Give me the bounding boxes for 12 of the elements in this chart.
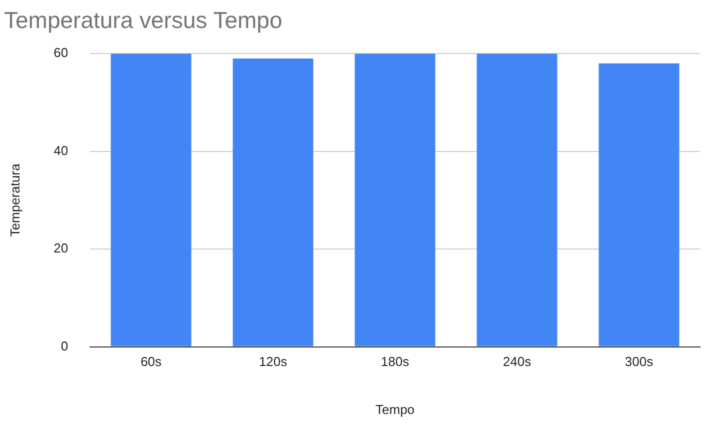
chart-title: Temperatura versus Tempo (4, 7, 282, 34)
x-tick-label: 180s (380, 354, 410, 370)
x-tick-label: 300s (624, 354, 654, 370)
x-tick-label: 240s (502, 354, 532, 370)
x-tick-label: 60s (140, 354, 162, 370)
x-tick-label: 120s (258, 354, 288, 370)
y-tick-label: 40 (54, 142, 68, 158)
y-axis-title: Temperatura (7, 162, 22, 237)
x-axis-title: Tempo (376, 402, 415, 417)
y-tick-label: 20 (54, 240, 68, 256)
y-tick-label: 60 (54, 45, 68, 60)
y-tick-label: 0 (60, 338, 68, 354)
